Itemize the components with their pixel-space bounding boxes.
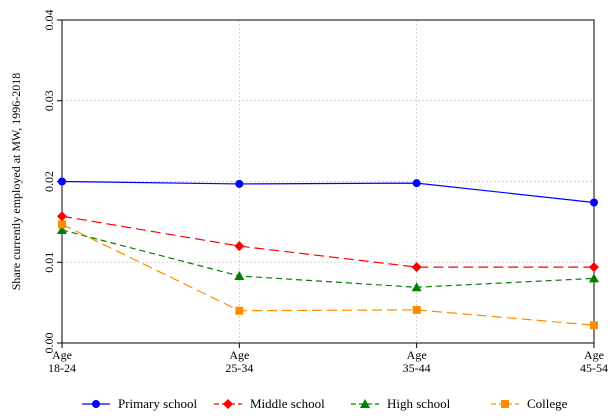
data-point bbox=[57, 211, 67, 222]
x-tick-label: 25-34 bbox=[225, 361, 253, 375]
y-axis-label: Share currently employed at MW, 1996-201… bbox=[9, 73, 23, 291]
data-point bbox=[412, 305, 421, 314]
series-high-school bbox=[57, 224, 599, 292]
data-point bbox=[235, 306, 244, 315]
data-point bbox=[235, 179, 244, 188]
legend-marker bbox=[360, 399, 370, 408]
data-point bbox=[58, 220, 66, 229]
x-tick-label: Age bbox=[229, 348, 249, 362]
legend-label: Middle school bbox=[250, 396, 325, 411]
y-tick-label: 0.00 bbox=[42, 333, 56, 354]
data-point bbox=[589, 262, 599, 273]
data-point bbox=[57, 224, 67, 234]
data-point bbox=[412, 179, 421, 188]
x-tick-label: Age bbox=[52, 348, 72, 362]
data-point bbox=[411, 262, 422, 273]
x-tick-label: 35-44 bbox=[403, 361, 431, 375]
x-tick-label: Age bbox=[584, 348, 604, 362]
legend-marker bbox=[501, 400, 509, 408]
legend: Primary school Middle school High school Co… bbox=[82, 396, 568, 411]
series-college bbox=[58, 220, 598, 330]
data-point bbox=[589, 273, 599, 283]
series-group bbox=[57, 177, 599, 330]
legend-marker bbox=[223, 399, 233, 409]
series-line bbox=[61, 180, 595, 204]
x-tick-label: Age bbox=[407, 348, 427, 362]
grid bbox=[61, 19, 595, 344]
series-middle-school bbox=[57, 211, 599, 273]
data-point bbox=[234, 241, 245, 252]
y-axis-ticks: 0.00 0.01 0.02 0.03 0.04 bbox=[42, 10, 62, 354]
legend-item: College bbox=[491, 396, 568, 411]
legend-item: Middle school bbox=[214, 396, 325, 411]
series-line bbox=[61, 229, 595, 288]
x-tick-label: 45-54 bbox=[580, 361, 608, 375]
legend-label: College bbox=[527, 396, 568, 411]
y-tick-label: 0.02 bbox=[42, 171, 56, 192]
x-tick-label: 18-24 bbox=[48, 361, 76, 375]
y-tick-label: 0.01 bbox=[42, 252, 56, 273]
legend-label: High school bbox=[387, 396, 451, 411]
data-point bbox=[590, 198, 598, 207]
data-point bbox=[411, 282, 422, 292]
y-tick-label: 0.03 bbox=[42, 90, 56, 111]
legend-item: High school bbox=[351, 396, 451, 411]
data-point bbox=[58, 177, 66, 186]
data-point bbox=[234, 270, 245, 280]
series-primary-school bbox=[58, 177, 598, 207]
y-tick-label: 0.04 bbox=[42, 10, 56, 31]
series-line bbox=[61, 215, 594, 268]
legend-item: Primary school bbox=[82, 396, 197, 411]
series-line bbox=[61, 223, 595, 326]
legend-marker bbox=[92, 400, 100, 408]
data-point bbox=[590, 321, 598, 330]
legend-label: Primary school bbox=[118, 396, 197, 411]
